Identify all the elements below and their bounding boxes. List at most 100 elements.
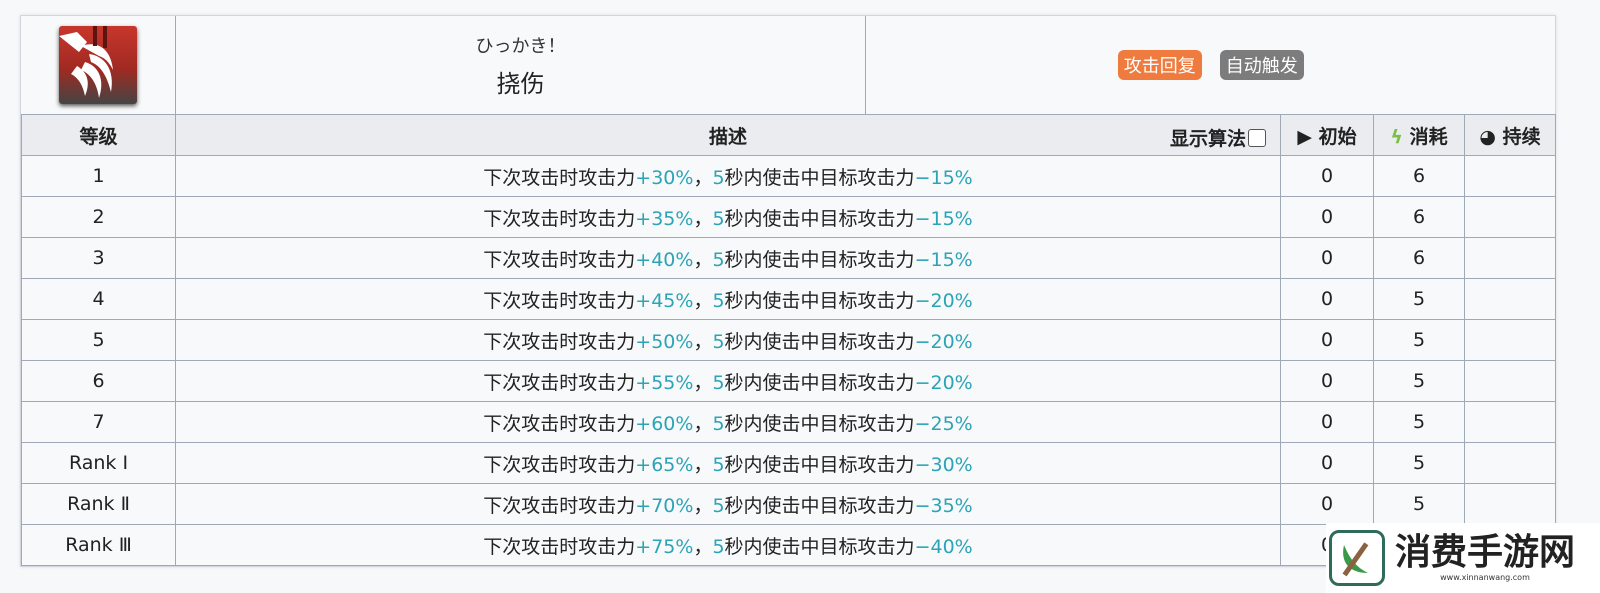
desc-seconds: 5 bbox=[712, 289, 725, 312]
desc-text: 下次攻击时攻击力 bbox=[483, 453, 636, 476]
table-row: 1 下次攻击时攻击力+30%，5秒内使击中目标攻击力−15% 0 6 bbox=[21, 155, 1557, 197]
desc-text: 秒内使击中目标攻击力 bbox=[724, 166, 915, 189]
level-cell: 6 bbox=[21, 360, 176, 402]
desc-value: −15% bbox=[914, 166, 973, 189]
duration-cell bbox=[1463, 360, 1557, 402]
cost-cell: 5 bbox=[1373, 360, 1465, 402]
desc-sep: ， bbox=[693, 248, 713, 271]
desc-value: −25% bbox=[914, 412, 973, 435]
level-cell: 3 bbox=[21, 237, 176, 279]
desc-value: +45% bbox=[635, 289, 694, 312]
initial-cell: 0 bbox=[1280, 442, 1374, 484]
header-description: 描述 显示算法 bbox=[175, 114, 1281, 156]
header-initial: ▶ 初始 bbox=[1280, 114, 1374, 156]
desc-seconds: 5 bbox=[712, 371, 725, 394]
table-row: Rank Ⅱ 下次攻击时攻击力+70%，5秒内使击中目标攻击力−35% 0 5 bbox=[21, 483, 1557, 525]
desc-text: 下次攻击时攻击力 bbox=[483, 330, 636, 353]
claw-scratch-icon bbox=[59, 26, 138, 104]
skill-name-cn: 挠伤 bbox=[496, 69, 545, 98]
desc-text: 下次攻击时攻击力 bbox=[483, 207, 636, 230]
description-cell: 下次攻击时攻击力+40%，5秒内使击中目标攻击力−15% bbox=[175, 237, 1281, 279]
duration-cell bbox=[1463, 401, 1557, 443]
duration-cell bbox=[1463, 442, 1557, 484]
header-level: 等级 bbox=[21, 114, 176, 156]
level-cell: Rank Ⅱ bbox=[21, 483, 176, 525]
desc-value: +70% bbox=[635, 494, 694, 517]
initial-cell: 0 bbox=[1280, 196, 1374, 238]
initial-cell: 0 bbox=[1280, 360, 1374, 402]
table-row: 4 下次攻击时攻击力+45%，5秒内使击中目标攻击力−20% 0 5 bbox=[21, 278, 1557, 320]
desc-value: +55% bbox=[635, 371, 694, 394]
description-cell: 下次攻击时攻击力+55%，5秒内使击中目标攻击力−20% bbox=[175, 360, 1281, 402]
description-cell: 下次攻击时攻击力+30%，5秒内使击中目标攻击力−15% bbox=[175, 155, 1281, 197]
desc-value: −30% bbox=[914, 453, 973, 476]
table-row: 3 下次攻击时攻击力+40%，5秒内使击中目标攻击力−15% 0 6 bbox=[21, 237, 1557, 279]
skill-tags-cell: 攻击回复 自动触发 bbox=[864, 16, 1556, 115]
clock-icon: ◕ bbox=[1479, 125, 1496, 148]
initial-cell: 0 bbox=[1280, 483, 1374, 525]
desc-value: −20% bbox=[914, 289, 973, 312]
desc-text: 下次攻击时攻击力 bbox=[483, 289, 636, 312]
skill-icon-cell bbox=[21, 16, 176, 115]
desc-text: 秒内使击中目标攻击力 bbox=[724, 330, 915, 353]
desc-seconds: 5 bbox=[712, 494, 725, 517]
desc-seconds: 5 bbox=[712, 207, 725, 230]
watermark-text: 消费手游网 www.xinnanwang.com bbox=[1395, 534, 1575, 582]
duration-cell bbox=[1463, 196, 1557, 238]
initial-cell: 0 bbox=[1280, 278, 1374, 320]
desc-value: +60% bbox=[635, 412, 694, 435]
header-initial-label: 初始 bbox=[1318, 125, 1357, 148]
desc-text: 秒内使击中目标攻击力 bbox=[724, 371, 915, 394]
table-row: 5 下次攻击时攻击力+50%，5秒内使击中目标攻击力−20% 0 5 bbox=[21, 319, 1557, 361]
show-formula-checkbox[interactable] bbox=[1248, 129, 1266, 147]
desc-text: 下次攻击时攻击力 bbox=[483, 494, 636, 517]
level-cell: 7 bbox=[21, 401, 176, 443]
description-cell: 下次攻击时攻击力+75%，5秒内使击中目标攻击力−40% bbox=[175, 524, 1281, 566]
play-icon: ▶ bbox=[1297, 125, 1312, 148]
desc-sep: ， bbox=[693, 412, 713, 435]
desc-text: 下次攻击时攻击力 bbox=[483, 371, 636, 394]
description-cell: 下次攻击时攻击力+60%，5秒内使击中目标攻击力−25% bbox=[175, 401, 1281, 443]
desc-sep: ， bbox=[693, 330, 713, 353]
show-formula-label: 显示算法 bbox=[1169, 128, 1246, 150]
desc-text: 秒内使击中目标攻击力 bbox=[724, 494, 915, 517]
desc-text: 秒内使击中目标攻击力 bbox=[724, 535, 915, 558]
duration-cell bbox=[1463, 155, 1557, 197]
level-cell: 4 bbox=[21, 278, 176, 320]
duration-cell bbox=[1463, 483, 1557, 525]
duration-cell bbox=[1463, 237, 1557, 279]
level-cell: 2 bbox=[21, 196, 176, 238]
desc-text: 下次攻击时攻击力 bbox=[483, 248, 636, 271]
cost-cell: 6 bbox=[1373, 196, 1465, 238]
watermark-title: 消费手游网 bbox=[1395, 531, 1576, 573]
cost-cell: 5 bbox=[1373, 401, 1465, 443]
cost-cell: 5 bbox=[1373, 442, 1465, 484]
desc-value: +35% bbox=[635, 207, 694, 230]
desc-value: +40% bbox=[635, 248, 694, 271]
desc-value: +50% bbox=[635, 330, 694, 353]
desc-text: 下次攻击时攻击力 bbox=[483, 535, 636, 558]
level-cell: 5 bbox=[21, 319, 176, 361]
description-cell: 下次攻击时攻击力+70%，5秒内使击中目标攻击力−35% bbox=[175, 483, 1281, 525]
desc-sep: ， bbox=[693, 535, 713, 558]
desc-sep: ， bbox=[693, 207, 713, 230]
duration-cell bbox=[1463, 319, 1557, 361]
desc-value: +65% bbox=[635, 453, 694, 476]
description-cell: 下次攻击时攻击力+35%，5秒内使击中目标攻击力−15% bbox=[175, 196, 1281, 238]
skill-header-row: ひっかき！ 挠伤 攻击回复 自动触发 bbox=[21, 16, 1556, 115]
initial-cell: 0 bbox=[1280, 155, 1374, 197]
desc-text: 秒内使击中目标攻击力 bbox=[724, 248, 915, 271]
table-row: 2 下次攻击时攻击力+35%，5秒内使击中目标攻击力−15% 0 6 bbox=[21, 196, 1557, 238]
initial-cell: 0 bbox=[1280, 237, 1374, 279]
watermark-logo-icon bbox=[1329, 530, 1385, 586]
desc-seconds: 5 bbox=[712, 330, 725, 353]
cost-cell: 6 bbox=[1373, 237, 1465, 279]
description-cell: 下次攻击时攻击力+45%，5秒内使击中目标攻击力−20% bbox=[175, 278, 1281, 320]
skill-name-jp: ひっかき！ bbox=[475, 35, 566, 57]
desc-seconds: 5 bbox=[712, 453, 725, 476]
desc-value: +75% bbox=[635, 535, 694, 558]
desc-value: −35% bbox=[914, 494, 973, 517]
show-formula-toggle[interactable]: 显示算法 bbox=[1170, 124, 1266, 151]
header-duration-label: 持续 bbox=[1502, 125, 1541, 148]
desc-sep: ， bbox=[693, 453, 713, 476]
